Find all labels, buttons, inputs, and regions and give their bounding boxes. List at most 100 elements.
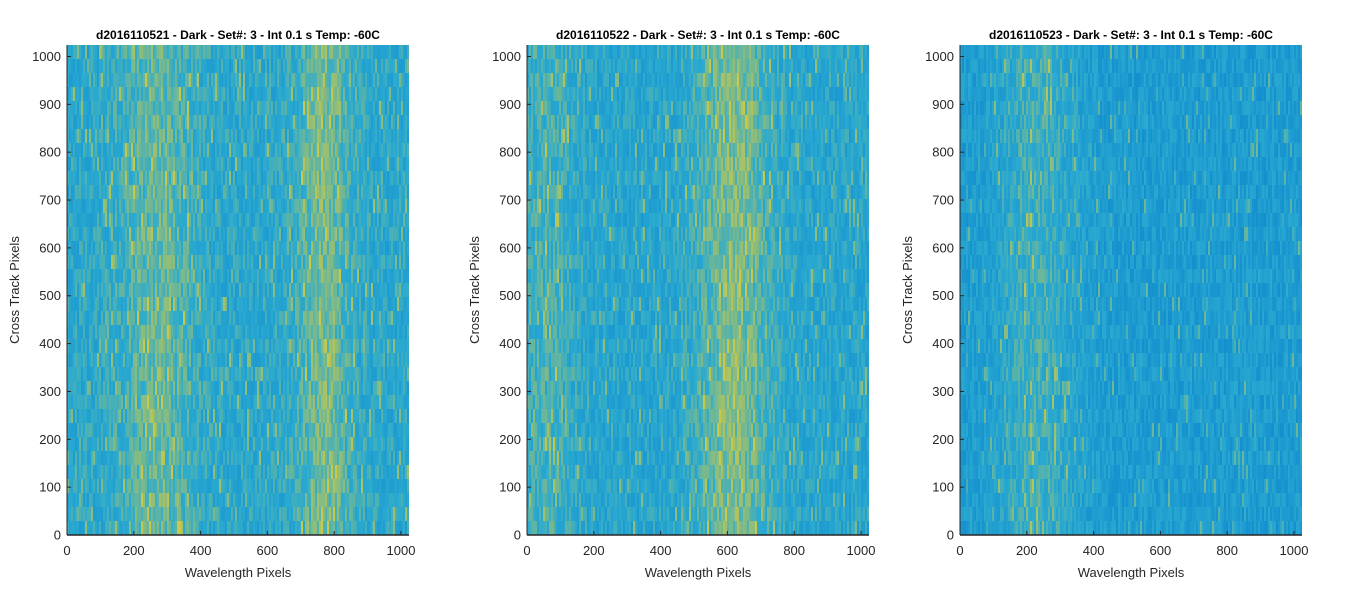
- heatmap-cell: [299, 339, 301, 353]
- heatmap-cell: [223, 87, 225, 101]
- heatmap-cell: [185, 493, 187, 507]
- heatmap-cell: [299, 45, 301, 59]
- heatmap-cell: [343, 409, 345, 423]
- heatmap-cell: [255, 381, 257, 395]
- heatmap-cell: [165, 157, 167, 171]
- heatmap-cell: [197, 493, 199, 507]
- heatmap-cell: [329, 45, 331, 59]
- heatmap-cell: [163, 353, 165, 367]
- heatmap-cell: [351, 101, 353, 115]
- heatmap-cell: [119, 101, 121, 115]
- heatmap-cell: [275, 381, 277, 395]
- heatmap-cell: [193, 101, 195, 115]
- heatmap-cell: [85, 59, 87, 73]
- heatmap-cell: [125, 255, 127, 269]
- heatmap-cell: [81, 465, 83, 479]
- heatmap-cell: [287, 395, 289, 409]
- heatmap-cell: [325, 311, 327, 325]
- heatmap-cell: [131, 311, 133, 325]
- heatmap-cell: [121, 185, 123, 199]
- heatmap-cell: [135, 409, 137, 423]
- heatmap-cell: [249, 423, 251, 437]
- heatmap-cell: [181, 45, 183, 59]
- heatmap-cell: [123, 437, 125, 451]
- heatmap-cell: [255, 45, 257, 59]
- heatmap-cell: [119, 395, 121, 409]
- heatmap-cell: [205, 87, 207, 101]
- heatmap-cell: [245, 213, 247, 227]
- heatmap-cell: [321, 185, 323, 199]
- heatmap-cell: [259, 101, 261, 115]
- heatmap-cell: [283, 507, 285, 521]
- heatmap-cell: [139, 87, 141, 101]
- heatmap-cell: [295, 395, 297, 409]
- heatmap-cell: [67, 311, 69, 325]
- heatmap-cell: [95, 409, 97, 423]
- heatmap-cell: [151, 241, 153, 255]
- heatmap-cell: [163, 101, 165, 115]
- heatmap-cell: [133, 479, 135, 493]
- heatmap-cell: [235, 479, 237, 493]
- heatmap-cell: [259, 73, 261, 87]
- heatmap-cell: [141, 409, 143, 423]
- heatmap-cell: [103, 283, 105, 297]
- heatmap-cell: [197, 353, 199, 367]
- heatmap-cell: [163, 87, 165, 101]
- heatmap-cell: [203, 171, 205, 185]
- heatmap-cell: [147, 493, 149, 507]
- heatmap-cell: [139, 339, 141, 353]
- heatmap-cell: [153, 101, 155, 115]
- heatmap-cell: [277, 73, 279, 87]
- heatmap-cell: [285, 129, 287, 143]
- heatmap-cell: [153, 87, 155, 101]
- heatmap-cell: [239, 185, 241, 199]
- heatmap-cell: [121, 339, 123, 353]
- heatmap-cell: [197, 409, 199, 423]
- heatmap-cell: [89, 479, 91, 493]
- heatmap-cell: [139, 227, 141, 241]
- heatmap-cell: [209, 255, 211, 269]
- heatmap-cell: [305, 73, 307, 87]
- heatmap-cell: [239, 479, 241, 493]
- heatmap-cell: [179, 241, 181, 255]
- heatmap-cell: [233, 157, 235, 171]
- heatmap-cell: [209, 129, 211, 143]
- heatmap-cell: [289, 381, 291, 395]
- heatmap-cell: [235, 283, 237, 297]
- heatmap-cell: [323, 493, 325, 507]
- heatmap-cell: [223, 213, 225, 227]
- heatmap-cell: [141, 437, 143, 451]
- heatmap-cell: [261, 185, 263, 199]
- heatmap-cell: [325, 199, 327, 213]
- heatmap-cell: [155, 59, 157, 73]
- heatmap-cell: [207, 367, 209, 381]
- heatmap-cell: [125, 325, 127, 339]
- heatmap-cell: [231, 59, 233, 73]
- heatmap-cell: [345, 353, 347, 367]
- heatmap-cell: [131, 339, 133, 353]
- heatmap-cell: [331, 465, 333, 479]
- heatmap-cell: [261, 381, 263, 395]
- heatmap-cell: [323, 241, 325, 255]
- heatmap-cell: [175, 367, 177, 381]
- heatmap-cell: [85, 269, 87, 283]
- heatmap-cell: [209, 101, 211, 115]
- heatmap-cell: [71, 59, 73, 73]
- heatmap-cell: [183, 143, 185, 157]
- heatmap-cell: [113, 87, 115, 101]
- heatmap-cell: [89, 507, 91, 521]
- heatmap-cell: [327, 395, 329, 409]
- heatmap-cell: [307, 451, 309, 465]
- heatmap-cell: [273, 479, 275, 493]
- heatmap-cell: [241, 325, 243, 339]
- heatmap-cell: [117, 143, 119, 157]
- heatmap-cell: [333, 339, 335, 353]
- heatmap-cell: [191, 339, 193, 353]
- heatmap-cell: [255, 437, 257, 451]
- heatmap-cell: [303, 73, 305, 87]
- heatmap-cell: [323, 87, 325, 101]
- heatmap-cell: [83, 409, 85, 423]
- heatmap-cell: [71, 129, 73, 143]
- heatmap-cell: [205, 115, 207, 129]
- heatmap-cell: [193, 437, 195, 451]
